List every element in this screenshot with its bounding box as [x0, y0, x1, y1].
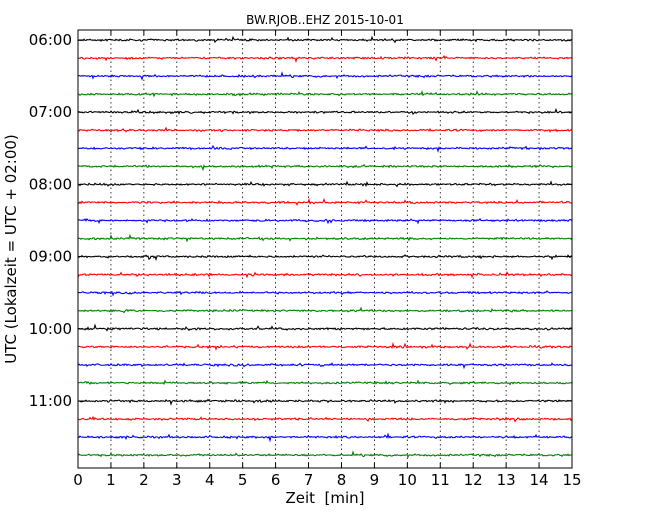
x-tick-label: 10 — [398, 471, 417, 489]
x-tick-label: 4 — [205, 471, 215, 489]
y-tick-label: 06:00 — [29, 31, 72, 49]
traces — [77, 35, 573, 459]
trace-line — [77, 144, 573, 153]
y-axis: 06:00 07:00 08:00 09:00 10:00 11:00 — [29, 31, 572, 410]
x-tick-label: 9 — [370, 471, 380, 489]
trace-line — [77, 180, 573, 188]
y-tick-label: 09:00 — [29, 248, 72, 266]
trace-line — [77, 197, 573, 207]
trace-line — [77, 271, 573, 279]
x-tick-label: 1 — [106, 471, 116, 489]
trace-line — [77, 432, 573, 443]
plot-frame — [77, 29, 573, 469]
grid-lines — [110, 30, 540, 468]
trace-line — [77, 71, 573, 81]
trace-line — [77, 35, 573, 44]
trace-line — [77, 107, 573, 116]
x-tick-label: 0 — [73, 471, 83, 489]
trace-line — [77, 126, 573, 133]
chart-title: BW.RJOB..EHZ 2015-10-01 — [246, 13, 404, 27]
y-axis-label: UTC (Lokalzeit = UTC + 02:00) — [2, 134, 20, 364]
trace-line — [77, 217, 573, 225]
trace-line — [77, 379, 573, 386]
trace-line — [77, 163, 573, 172]
y-tick-label: 07:00 — [29, 103, 72, 121]
x-axis: 0 1 2 3 4 5 6 7 8 9 10 11 12 13 14 15 — [73, 30, 582, 489]
trace-line — [77, 54, 573, 64]
trace-line — [77, 290, 573, 297]
y-tick-label: 11:00 — [29, 392, 72, 410]
trace-line — [77, 254, 573, 262]
x-tick-label: 13 — [497, 471, 516, 489]
trace-line — [77, 90, 573, 98]
x-tick-label: 2 — [139, 471, 149, 489]
trace-line — [77, 233, 573, 243]
x-tick-label: 12 — [464, 471, 483, 489]
trace-line — [77, 306, 573, 314]
y-tick-label: 10:00 — [29, 320, 72, 338]
trace-line — [77, 341, 573, 351]
trace-line — [77, 398, 573, 406]
trace-line — [77, 323, 573, 332]
x-tick-label: 7 — [304, 471, 314, 489]
trace-line — [77, 362, 573, 370]
x-tick-label: 6 — [271, 471, 281, 489]
x-tick-label: 11 — [431, 471, 450, 489]
x-tick-label: 14 — [530, 471, 549, 489]
x-axis-label: Zeit [min] — [285, 489, 364, 507]
trace-line — [77, 450, 573, 459]
trace-line — [77, 415, 573, 423]
y-tick-label: 08:00 — [29, 175, 72, 193]
x-tick-label: 8 — [337, 471, 347, 489]
x-tick-label: 3 — [172, 471, 182, 489]
x-tick-label: 5 — [238, 471, 248, 489]
x-tick-label: 15 — [562, 471, 581, 489]
